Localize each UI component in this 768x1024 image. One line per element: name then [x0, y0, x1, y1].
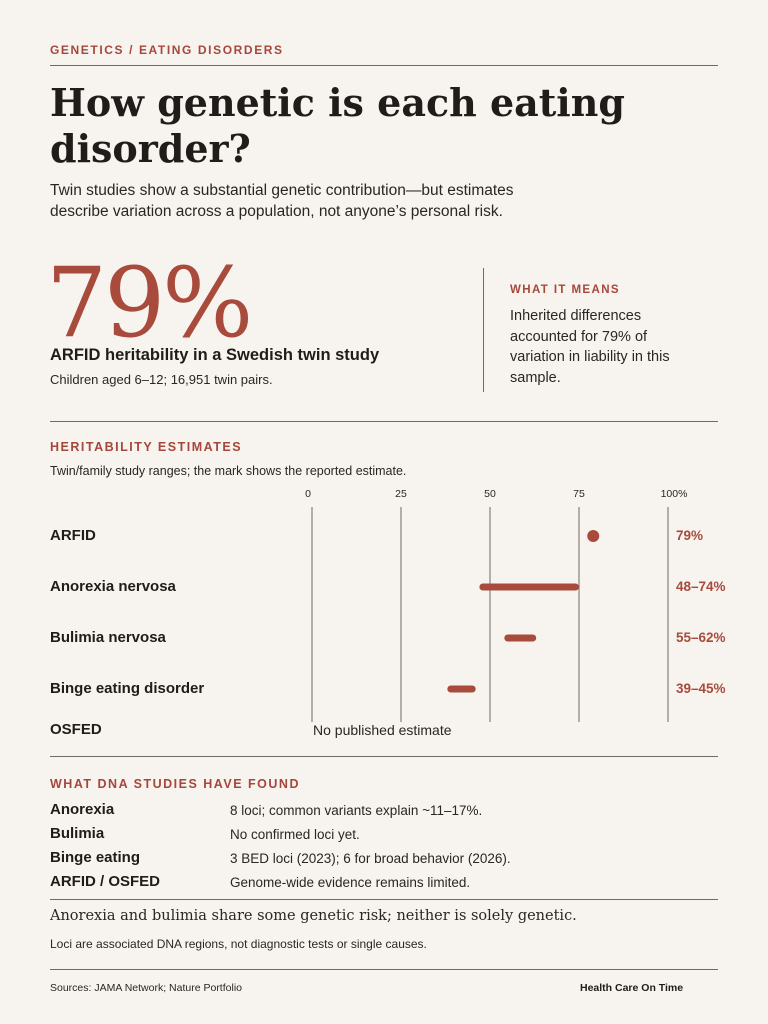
highlight-value: 79% — [46, 247, 253, 359]
dna-name-arfid-osfed: ARFID / OSFED — [50, 873, 161, 890]
brand: Health Care On Time — [580, 982, 684, 994]
osfed-no-estimate: No published estimate — [313, 722, 452, 738]
row-label-0: ARFID — [50, 527, 96, 544]
dna-name-anorexia: Anorexia — [50, 801, 115, 818]
closing-rule — [50, 899, 718, 900]
value-label-1: 48–74% — [676, 579, 726, 594]
page-title: How genetic is each eating disorder? — [50, 80, 625, 171]
loci-note: Loci are associated DNA regions, not dia… — [50, 937, 427, 951]
estimate-point-0 — [587, 530, 600, 542]
dna-text-anorexia: 8 loci; common variants explain ~11–17%. — [230, 803, 483, 818]
heritability-note: Twin/family study ranges; the mark shows… — [50, 464, 407, 478]
means-kicker: WHAT IT MEANS — [510, 284, 620, 296]
row-label-3: Binge eating disorder — [50, 680, 205, 697]
dek: Twin studies show a substantial genetic … — [50, 182, 514, 220]
header-rule — [50, 65, 718, 66]
highlight-label: ARFID heritability in a Swedish twin stu… — [50, 346, 380, 364]
tick-label-75: 75 — [573, 488, 585, 500]
value-label-0: 79% — [676, 528, 704, 543]
row-label-4: OSFED — [50, 721, 102, 738]
tick-label-25: 25 — [395, 488, 407, 500]
sources: Sources: JAMA Network; Nature Portfolio — [50, 982, 242, 994]
dna-name-bulimia: Bulimia — [50, 825, 105, 842]
value-label-2: 55–62% — [676, 630, 726, 645]
row-label-2: Bulimia nervosa — [50, 629, 166, 646]
heritability-kicker: HERITABILITY ESTIMATES — [50, 440, 243, 454]
dna-text-binge: 3 BED loci (2023); 6 for broad behavior … — [230, 851, 511, 866]
tick-label-50: 50 — [484, 488, 496, 500]
tick-label-0: 0 — [305, 488, 311, 500]
dna-name-binge: Binge eating — [50, 849, 141, 866]
row-label-1: Anorexia nervosa — [50, 578, 176, 595]
section-rule-heritability — [50, 421, 718, 422]
heritability-chart — [311, 507, 669, 722]
footer-rule — [50, 969, 718, 970]
section-rule-dna — [50, 756, 718, 757]
tick-label-100: 100% — [660, 488, 688, 500]
dna-kicker: WHAT DNA STUDIES HAVE FOUND — [50, 777, 300, 791]
closing-note: Anorexia and bulimia share some genetic … — [50, 908, 577, 924]
kicker: GENETICS / EATING DISORDERS — [50, 43, 284, 57]
highlight-divider — [483, 268, 484, 392]
dna-text-arfid-osfed: Genome-wide evidence remains limited. — [230, 875, 471, 890]
highlight-sub: Children aged 6–12; 16,951 twin pairs. — [50, 372, 273, 387]
dna-text-bulimia: No confirmed loci yet. — [230, 827, 360, 842]
means-text: Inherited differences accounted for 79% … — [510, 308, 670, 386]
value-label-3: 39–45% — [676, 681, 726, 696]
